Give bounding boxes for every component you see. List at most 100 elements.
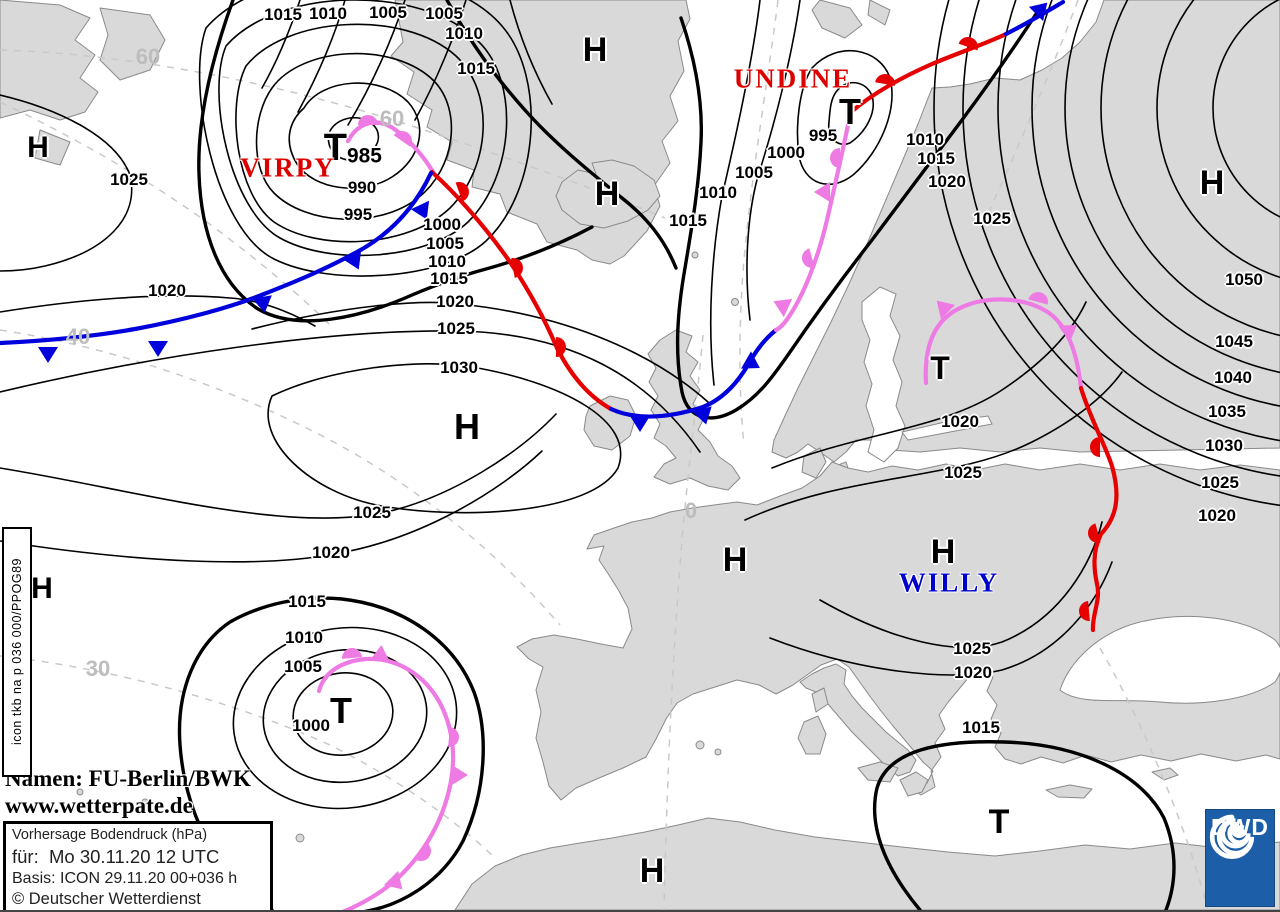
low-center-symbol: T	[989, 805, 1010, 839]
graticule-label: 40	[65, 324, 91, 349]
warm-front-marker	[875, 74, 895, 86]
isobar-path	[251, 301, 709, 403]
graticule-path	[0, 655, 496, 859]
isobar-path	[0, 94, 133, 272]
warm-front-marker	[556, 337, 566, 357]
front-markers	[38, 2, 1101, 890]
occluded-front-bump-marker	[448, 727, 459, 747]
model-basis-label: Basis:	[12, 870, 56, 887]
isobar-label: 1050	[1225, 270, 1263, 289]
isobar-path	[997, 0, 1280, 442]
low-center-symbol: T	[330, 693, 352, 729]
pressure-symbol: T	[988, 803, 1010, 841]
isobar-path	[292, 672, 394, 756]
coastline-islet	[295, 833, 305, 843]
system-name-willy: WILLY	[898, 567, 1000, 598]
coastline-corsica	[811, 687, 829, 713]
graticule-label: 60	[379, 106, 405, 131]
isobar-path	[235, 23, 484, 243]
occluded-front-triangle-marker	[370, 645, 390, 662]
isobar-label: 1010	[285, 628, 323, 647]
isobar-label: 1005	[369, 3, 407, 22]
coastline-africa	[454, 817, 1280, 910]
occluded-front-bump-marker	[358, 115, 378, 125]
warm-front-marker	[1090, 437, 1100, 457]
pressure-symbol: H	[722, 541, 748, 579]
isobar-path	[262, 648, 428, 784]
isobar-path	[414, 0, 467, 121]
graticule-label: 0	[684, 498, 698, 523]
isobar-label: 1010	[906, 130, 944, 149]
warm-front-marker	[455, 182, 469, 202]
isobar-path	[509, 0, 553, 105]
isobar-path	[675, 6, 1042, 420]
graticule-path	[739, 0, 779, 446]
high-center-symbol: H	[454, 409, 480, 445]
isobar-path	[746, 0, 801, 321]
pressure-symbol: H	[1199, 164, 1225, 202]
high-center-symbol: H	[931, 535, 956, 569]
isobar-label: 1025	[110, 170, 148, 189]
isobar-label: 1015	[457, 59, 495, 78]
isobar-path	[819, 521, 1103, 649]
pressure-symbol: T	[330, 690, 352, 731]
isobar-label: 1020	[148, 281, 186, 300]
product-code-text: icon tkb na p 036 000/PPOG89	[10, 558, 24, 746]
occluded-front-triangle-marker	[383, 870, 403, 890]
isobar-label: 1005	[426, 234, 464, 253]
isobar-label: 1000	[292, 716, 330, 735]
isobar-label: 1025	[437, 319, 475, 338]
cold-front-marker	[148, 341, 168, 357]
isobar-path	[1100, 0, 1280, 337]
occluded-front-triangle-marker	[1058, 324, 1078, 343]
coastline-balearic	[695, 740, 705, 750]
isobar-path	[796, 50, 893, 185]
isobar-label: 995	[808, 126, 838, 145]
low-center-symbol: T	[839, 94, 861, 130]
low-center-symbol: T985	[324, 129, 382, 167]
coastline-crete	[1045, 784, 1093, 799]
occluded-front-bump-marker	[413, 843, 431, 861]
model-basis-text: Basis: ICON 29.11.20 00+036 h	[12, 870, 264, 888]
coastline-island	[34, 129, 71, 166]
isobar-path	[445, 0, 678, 270]
valid-time-label: für:	[12, 846, 39, 867]
occluded-front-path	[345, 120, 436, 175]
pressure-symbol: H	[930, 533, 956, 571]
baltic-sea	[861, 286, 906, 463]
front-layer	[0, 0, 1119, 910]
cold-front-path	[1003, 0, 1066, 37]
isobar-label: 1025	[944, 463, 982, 482]
cold-front-marker	[342, 250, 362, 270]
isobar-label: 1025	[953, 639, 991, 658]
dwd-spiral-icon	[1209, 814, 1255, 859]
pressure-symbol: H	[454, 406, 480, 447]
pressure-symbol: H	[594, 175, 620, 213]
coastline-ireland	[583, 395, 637, 451]
high-center-symbol: H	[1200, 166, 1225, 200]
cold-front-marker	[410, 200, 430, 220]
coastline-island	[99, 7, 166, 81]
forecast-info-box: Vorhersage Bodendruck (hPa) für: Mo 30.1…	[3, 821, 273, 910]
graticule-path	[985, 0, 1079, 219]
isobar-label: 1025	[973, 209, 1011, 228]
isobar-label: 1010	[699, 183, 737, 202]
occluded-front-bump-marker	[1028, 292, 1048, 305]
dwd-logo[interactable]: DWD	[1206, 810, 1274, 906]
coastline-sardinia	[797, 715, 827, 755]
isobar-label: 1005	[284, 657, 322, 676]
isobar-path	[198, 0, 533, 277]
occluded-front-triangle-marker	[936, 300, 956, 320]
isobar-path	[872, 740, 1176, 910]
website-text[interactable]: www.wetterpate.de	[5, 793, 193, 819]
pressure-symbol: H	[639, 852, 665, 890]
isobar-label: 1045	[1215, 332, 1253, 351]
copyright-text: © Deutscher Wetterdienst	[12, 890, 201, 908]
high-center-symbol: H	[31, 574, 53, 604]
isobar-label: 1005	[735, 163, 773, 182]
occluded-front-triangle-marker	[452, 765, 468, 785]
isobar-label: 1010	[445, 24, 483, 43]
coastline-canada	[0, 0, 99, 121]
